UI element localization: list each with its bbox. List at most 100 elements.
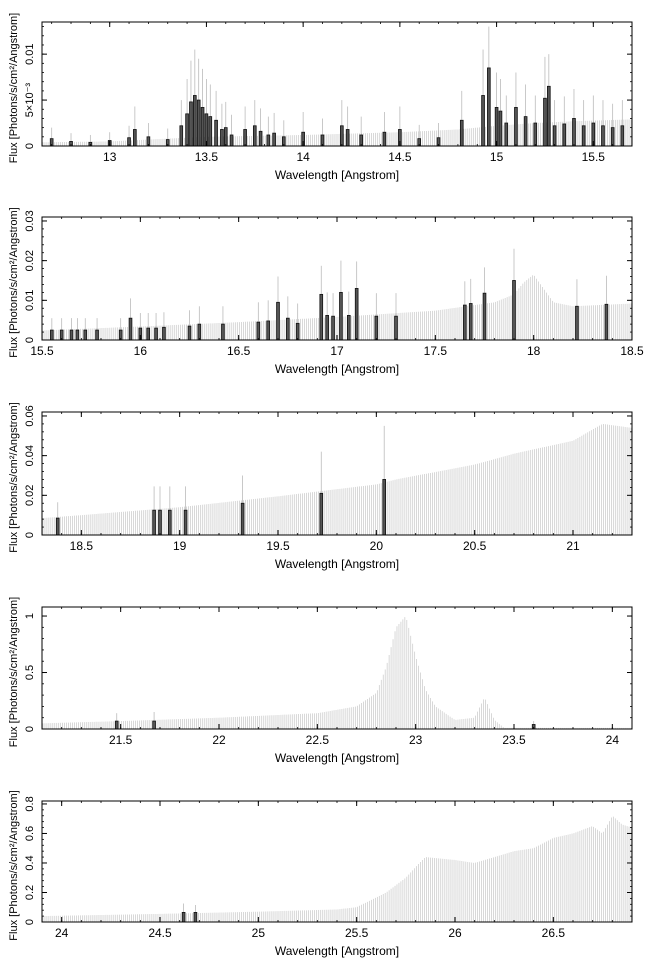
data-bar	[252, 125, 257, 147]
data-bar	[55, 517, 60, 536]
y-tick-label: 0.02	[24, 485, 36, 506]
x-tick-label: 22	[212, 733, 226, 747]
data-bar	[189, 101, 193, 147]
data-bar	[319, 492, 324, 536]
x-tick-label: 15	[490, 150, 504, 164]
data-bar	[346, 314, 351, 341]
data-bar	[523, 116, 528, 147]
x-tick-label: 14	[296, 150, 310, 164]
data-series	[181, 903, 198, 923]
x-axis-label: Wavelength [Angstrom]	[275, 168, 399, 182]
data-bar	[181, 912, 186, 923]
data-bar	[75, 329, 80, 341]
data-bar	[468, 303, 473, 341]
x-tick-label: 22.5	[306, 733, 330, 747]
data-bar	[158, 509, 162, 536]
x-tick-label: 18.5	[620, 344, 644, 358]
y-axis: 00.51	[24, 613, 632, 732]
data-bar	[183, 509, 188, 536]
x-axis: 18.5 19 19.5 20 20.5 21	[41, 412, 633, 553]
data-bar	[152, 509, 156, 536]
data-bar	[562, 123, 567, 147]
y-tick-label: 0.03	[24, 210, 36, 231]
data-bar	[146, 327, 151, 341]
x-tick-label: 16.5	[227, 344, 251, 358]
data-bar	[243, 129, 247, 147]
data-bar	[339, 291, 343, 341]
x-tick-label: 19.5	[266, 539, 290, 553]
y-axis-label: Flux [Photons/s/cm²/Angstrom]	[8, 13, 20, 163]
y-axis: 0 0.2 0.4 0.6 0.8	[24, 796, 632, 925]
x-tick-label: 16	[134, 344, 148, 358]
x-tick-label: 15.5	[582, 150, 606, 164]
x-axis: 21.5 22 22.5 23 23.5 24	[41, 607, 633, 747]
data-bar	[543, 97, 547, 147]
data-bar	[266, 134, 271, 147]
x-tick-label: 20	[370, 539, 384, 553]
data-bar	[481, 95, 485, 147]
x-tick-label: 20.5	[463, 539, 487, 553]
model-spectrum	[42, 816, 632, 922]
data-bar	[572, 118, 576, 147]
y-tick-label: 0.5	[24, 665, 36, 680]
y-tick-label: 0.06	[24, 405, 36, 426]
data-bar	[340, 125, 344, 147]
model-spectrum	[42, 119, 632, 146]
data-bar	[221, 323, 225, 341]
data-bar	[223, 127, 228, 147]
data-bar	[114, 720, 119, 730]
data-bar	[168, 509, 172, 536]
data-bar	[214, 119, 218, 147]
panel-3: 18.5 19 19.5 20 20.5 21 Wavelength [Angstrom] 0…	[8, 402, 633, 571]
data-bar	[187, 325, 192, 341]
x-axis-label: Wavelength [Angstrom]	[275, 751, 399, 765]
data-bar	[295, 322, 300, 341]
y-tick-label: 0	[24, 726, 36, 732]
data-bar	[382, 479, 386, 536]
data-series	[50, 248, 609, 341]
data-bar	[152, 720, 156, 730]
y-axis: 0 0.02 0.04 0.06	[24, 405, 632, 538]
model-spectrum	[42, 617, 632, 729]
y-axis: 0 5×10⁻³ 0.01	[24, 26, 632, 149]
x-tick-label: 25	[252, 926, 266, 940]
data-bar	[128, 317, 133, 341]
data-bar	[193, 912, 198, 923]
panel-1: 13 13.5 14 14.5 15 15.5 Wavelength [Angstrom] 0…	[8, 13, 633, 182]
x-tick-label: 19	[173, 539, 187, 553]
x-tick-label: 26.5	[542, 926, 566, 940]
data-bar	[272, 132, 276, 147]
data-bar	[504, 122, 509, 147]
data-bar	[610, 127, 615, 147]
data-bar	[601, 125, 605, 147]
x-tick-label: 13	[103, 150, 117, 164]
y-tick-label: 0.02	[24, 250, 36, 271]
x-tick-label: 26	[448, 926, 462, 940]
y-tick-label: 0.8	[24, 796, 36, 811]
data-bar	[266, 320, 270, 341]
plot-frame	[41, 606, 633, 730]
data-bar	[193, 95, 197, 147]
data-bar	[463, 304, 467, 341]
x-axis: 15.5 16 16.5 17 17.5 18 18.5	[30, 217, 644, 358]
data-bar	[325, 314, 329, 341]
y-tick-label: 0.4	[24, 855, 36, 870]
model-spectrum	[42, 424, 632, 535]
data-bar	[547, 85, 551, 147]
data-series	[49, 26, 625, 147]
data-bar	[552, 125, 557, 147]
plot-frame	[41, 411, 633, 536]
data-bar	[494, 107, 499, 147]
data-bar	[533, 122, 538, 147]
y-tick-label: 0	[24, 337, 36, 343]
data-bar	[154, 327, 158, 341]
data-bar	[196, 99, 201, 147]
y-tick-label: 0	[24, 532, 36, 538]
data-bar	[382, 131, 387, 147]
data-bar	[220, 129, 224, 147]
x-tick-label: 24.5	[148, 926, 172, 940]
y-tick-label: 0.2	[24, 885, 36, 900]
data-bar	[286, 317, 290, 341]
data-bar	[229, 134, 234, 147]
y-tick-label: 0.6	[24, 826, 36, 841]
